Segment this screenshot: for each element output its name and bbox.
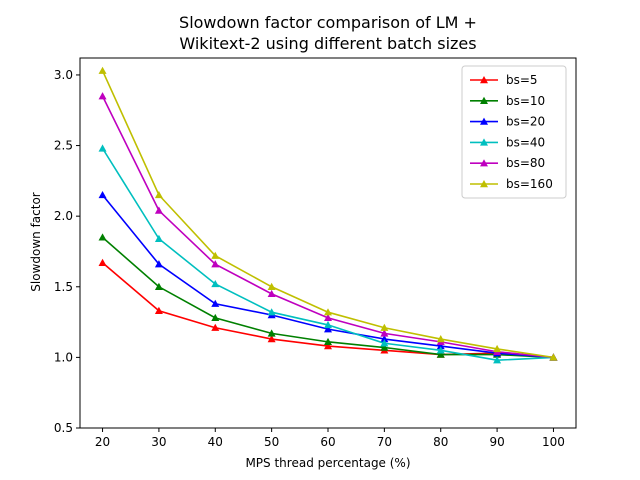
data-point-3-3 [267, 308, 276, 316]
legend-swatch-marker-1 [480, 96, 488, 104]
legend-swatch-marker-4 [480, 159, 488, 167]
data-point-1-6 [436, 350, 445, 358]
x-tick-label: 30 [151, 435, 166, 449]
data-point-3-0 [98, 144, 107, 152]
data-point-4-3 [267, 289, 276, 298]
data-point-3-1 [154, 234, 163, 242]
legend-label-2: bs=20 [506, 115, 545, 129]
legend-label-5: bs=160 [506, 177, 553, 191]
data-point-5-3 [267, 282, 276, 290]
data-point-4-0 [98, 92, 107, 100]
y-axis-label: Slowdown factor [29, 192, 43, 292]
x-tick-label: 90 [489, 435, 504, 449]
data-point-4-4 [324, 313, 332, 322]
data-point-5-6 [436, 335, 445, 343]
data-point-4-5 [380, 329, 389, 337]
legend-label-4: bs=80 [506, 156, 545, 170]
data-point-0-0 [98, 258, 107, 266]
data-point-1-4 [324, 337, 332, 346]
plot-area: 20 30 40 50 60 70 80 90 100 0.5 1.0 1.5 2.0 2.5 3.0 bs=… [54, 57, 577, 449]
x-axis-label: MPS thread percentage (%) [245, 456, 410, 470]
data-point-2-1 [154, 260, 163, 268]
y-tick-label: 0.5 [54, 421, 73, 435]
data-point-2-2 [211, 299, 220, 307]
data-point-3-4 [324, 320, 332, 329]
data-point-5-8 [549, 353, 558, 361]
x-tick-label: 40 [208, 435, 223, 449]
y-tick-label: 3.0 [54, 68, 73, 82]
chart-title-line-1: Slowdown factor comparison of LM + [179, 13, 477, 32]
chart-title-line-2: Wikitext-2 using different batch sizes [179, 34, 476, 53]
y-tick-label: 1.0 [54, 350, 73, 364]
x-tick-label: 50 [264, 435, 279, 449]
data-point-3-7 [493, 356, 502, 364]
legend-swatch-marker-0 [480, 76, 488, 84]
x-tick-label: 70 [377, 435, 392, 449]
data-point-5-4 [324, 308, 332, 316]
data-point-5-1 [154, 190, 163, 199]
data-point-1-2 [211, 313, 220, 322]
data-point-2-4 [324, 325, 332, 333]
data-point-0-3 [267, 335, 276, 343]
data-point-0-1 [154, 306, 163, 314]
data-point-4-1 [154, 206, 163, 214]
data-point-0-2 [211, 323, 220, 331]
data-point-1-3 [267, 329, 276, 337]
data-point-1-0 [98, 233, 107, 241]
data-point-1-1 [154, 282, 163, 290]
legend-swatch-marker-2 [480, 117, 488, 125]
legend-box [461, 65, 567, 199]
data-point-4-2 [211, 260, 220, 268]
data-point-2-6 [436, 342, 445, 350]
x-tick-label: 80 [433, 435, 448, 449]
data-point-1-5 [380, 343, 389, 351]
x-tick-label: 20 [95, 435, 110, 449]
data-point-0-4 [324, 342, 332, 350]
legend-swatch-marker-3 [480, 138, 488, 146]
y-tick-label: 1.5 [54, 280, 73, 294]
data-point-5-0 [98, 66, 107, 74]
data-point-3-5 [380, 339, 389, 347]
legend-label-0: bs=5 [506, 73, 538, 87]
legend-label-1: bs=10 [506, 94, 545, 108]
x-tick-label: 100 [542, 435, 565, 449]
y-tick-label: 2.0 [54, 209, 73, 223]
legend-label-3: bs=40 [506, 135, 545, 149]
data-point-2-5 [380, 335, 389, 343]
data-point-3-2 [211, 279, 220, 288]
x-tick-label: 60 [320, 435, 335, 449]
data-point-5-5 [380, 323, 389, 331]
data-point-3-6 [436, 346, 445, 354]
legend-swatch-marker-5 [480, 180, 488, 188]
data-point-5-2 [211, 251, 220, 259]
data-point-5-7 [493, 344, 502, 353]
data-point-2-0 [98, 190, 107, 199]
y-tick-label: 2.5 [54, 139, 73, 153]
